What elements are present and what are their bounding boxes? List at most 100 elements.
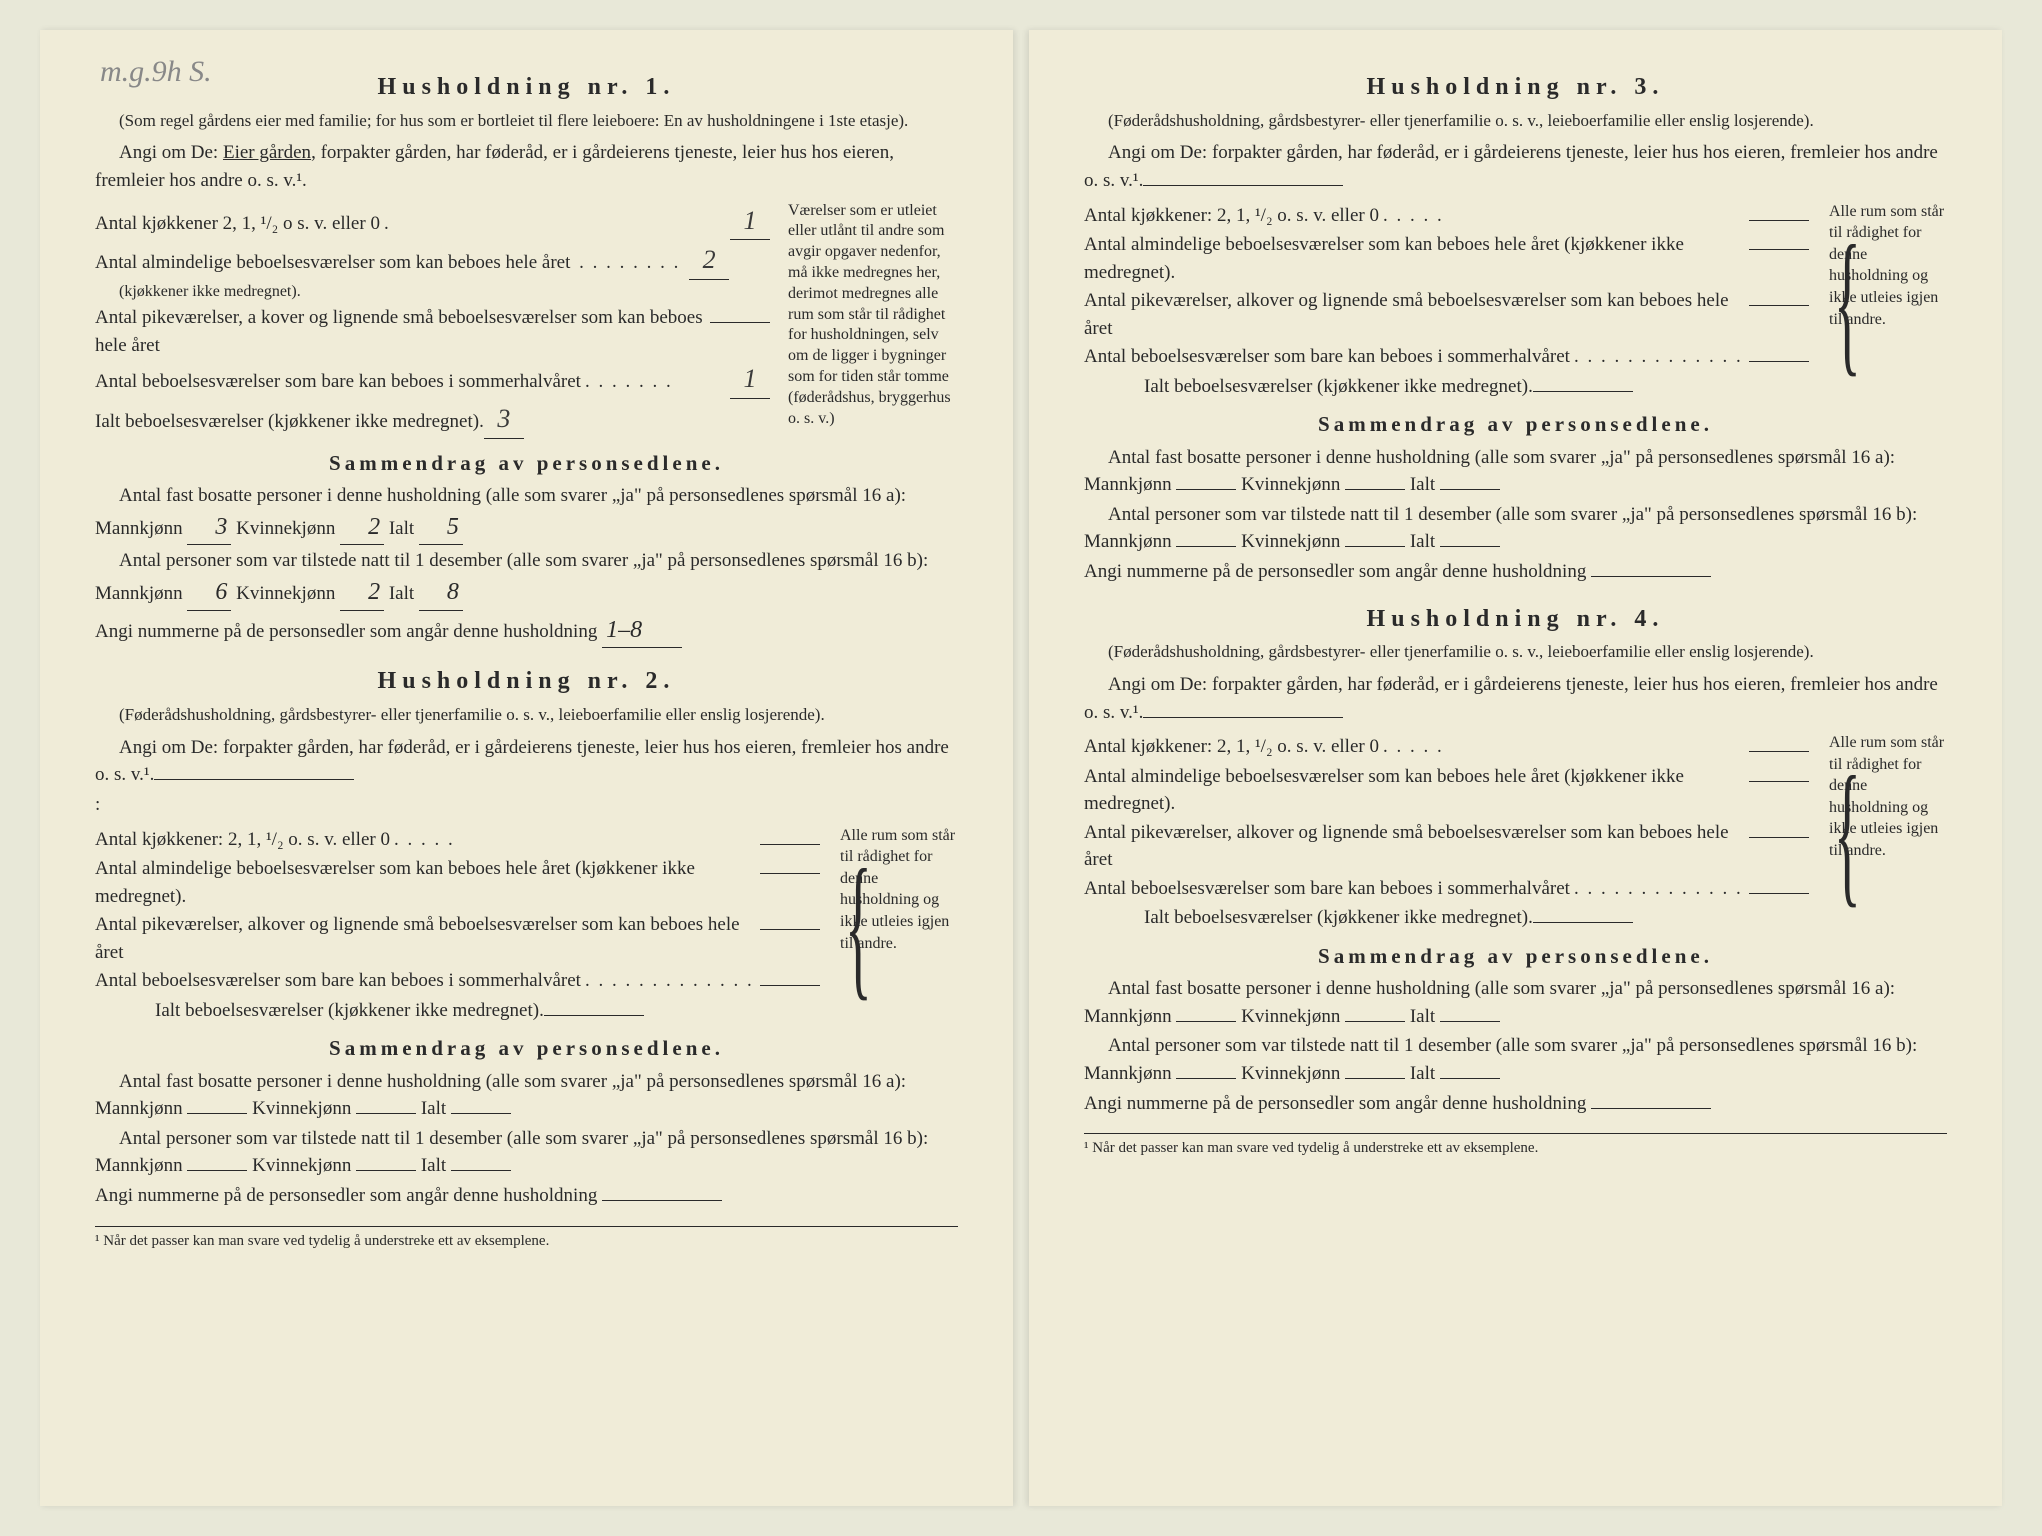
ialt-value: 3 bbox=[484, 400, 524, 439]
household-4-subtitle: (Føderådshusholdning, gårdsbestyrer- ell… bbox=[1084, 640, 1947, 665]
sammendrag-3-title: Sammendrag av personsedlene. bbox=[1084, 409, 1947, 439]
brace-icon bbox=[820, 825, 832, 1026]
blank bbox=[1176, 489, 1236, 490]
pikevaer-label-4: Antal pikeværelser, alkover og lignende … bbox=[1084, 819, 1741, 874]
tilstede-3: Antal personer som var tilstede natt til… bbox=[1084, 501, 1947, 556]
row-ialt-4: Ialt beboelsesværelser (kjøkkener ikke m… bbox=[1144, 904, 1809, 932]
blank bbox=[1440, 546, 1500, 547]
angi-blank-3 bbox=[1143, 185, 1343, 186]
angi-prefix: Angi om De: bbox=[119, 142, 223, 163]
pikevaer-label-3: Antal pikeværelser, alkover og lignende … bbox=[1084, 287, 1741, 342]
blank bbox=[1591, 1108, 1711, 1109]
blank bbox=[1749, 305, 1809, 306]
household-1-fields: Antal kjøkkener 2, 1, ¹/₂ o s. v. eller … bbox=[95, 201, 958, 440]
blank bbox=[1749, 361, 1809, 362]
ialt-label-inline: Ialt bbox=[389, 518, 414, 539]
ialt-label-2c: Ialt bbox=[421, 1155, 446, 1176]
tilstede-k: 2 bbox=[340, 575, 384, 611]
kvinne-label-4c: Kvinnekjønn bbox=[1241, 1063, 1340, 1084]
ialt-label-2b: Ialt bbox=[421, 1098, 446, 1119]
blank bbox=[760, 985, 820, 986]
pikevaer-label: Antal pikeværelser, a kover og lignende … bbox=[95, 304, 710, 359]
bosatte-1: Antal fast bosatte personer i denne hush… bbox=[95, 482, 958, 545]
bosatte-m: 3 bbox=[187, 510, 231, 546]
blank bbox=[1345, 546, 1405, 547]
household-1-main-col: Antal kjøkkener 2, 1, ¹/₂ o s. v. eller … bbox=[95, 201, 770, 440]
angi-blank-2 bbox=[154, 779, 354, 780]
handwritten-annotation: m.g.9h S. bbox=[100, 50, 212, 94]
row-kjokken: Antal kjøkkener 2, 1, ¹/₂ o s. v. eller … bbox=[95, 202, 770, 241]
right-page: Husholdning nr. 3. (Føderådshusholdning,… bbox=[1029, 30, 2002, 1506]
blank bbox=[1176, 1021, 1236, 1022]
nummerne-2: Angi nummerne på de personsedler som ang… bbox=[95, 1182, 958, 1210]
household-3-fields: Antal kjøkkener: 2, 1, ¹/₂ o. s. v. elle… bbox=[1084, 201, 1947, 402]
blank bbox=[760, 844, 820, 845]
sommer-label-3: Antal beboelsesværelser som bare kan beb… bbox=[1084, 343, 1570, 371]
household-2-title: Husholdning nr. 2. bbox=[95, 664, 958, 699]
row-almindelige-3: Antal almindelige beboelsesværelser som … bbox=[1084, 231, 1809, 286]
household-2-angi: Angi om De: forpakter gården, har føderå… bbox=[95, 734, 958, 789]
blank bbox=[1440, 489, 1500, 490]
dots: . . . . . bbox=[1383, 733, 1745, 762]
tilstede-text-2: Antal personer som var tilstede natt til… bbox=[95, 1128, 928, 1177]
tilstede-2: Antal personer som var tilstede natt til… bbox=[95, 1125, 958, 1180]
blank bbox=[1533, 391, 1633, 392]
ialt-label: Ialt beboelsesværelser (kjøkkener ikke m… bbox=[95, 408, 484, 436]
ialt-label-2: Ialt beboelsesværelser (kjøkkener ikke m… bbox=[155, 997, 544, 1025]
angi-underlined: Eier gården bbox=[223, 142, 311, 163]
household-2: Husholdning nr. 2. (Føderådshusholdning,… bbox=[95, 664, 958, 1209]
nummerne-text-3: Angi nummerne på de personsedler som ang… bbox=[1084, 561, 1586, 582]
pikevaer-label-2: Antal pikeværelser, alkover og lignende … bbox=[95, 911, 752, 966]
row-sommer: Antal beboelsesværelser som bare kan beb… bbox=[95, 360, 770, 399]
nummerne-4: Angi nummerne på de personsedler som ang… bbox=[1084, 1090, 1947, 1118]
blank bbox=[1345, 1078, 1405, 1079]
household-4-sidenote: Alle rum som står til rådighet for denne… bbox=[1817, 732, 1947, 933]
bosatte-3: Antal fast bosatte personer i denne hush… bbox=[1084, 444, 1947, 499]
dots: . . . . . bbox=[394, 826, 756, 855]
blank bbox=[602, 1200, 722, 1201]
footnote-right: ¹ Når det passer kan man svare ved tydel… bbox=[1084, 1133, 1947, 1160]
sommer-label: Antal beboelsesværelser som bare kan beb… bbox=[95, 368, 581, 396]
sammendrag-4-title: Sammendrag av personsedlene. bbox=[1084, 941, 1947, 971]
nummerne-text-4: Angi nummerne på de personsedler som ang… bbox=[1084, 1093, 1586, 1114]
household-4: Husholdning nr. 4. (Føderådshusholdning,… bbox=[1084, 602, 1947, 1118]
ialt-label-3: Ialt beboelsesværelser (kjøkkener ikke m… bbox=[1144, 373, 1533, 401]
ialt-label-4: Ialt beboelsesværelser (kjøkkener ikke m… bbox=[1144, 904, 1533, 932]
kvinne-label: Kvinnekjønn bbox=[236, 518, 335, 539]
blank bbox=[187, 1170, 247, 1171]
tilstede-m: 6 bbox=[187, 575, 231, 611]
household-1: Husholdning nr. 1. (Som regel gårdens ei… bbox=[95, 70, 958, 648]
almindelige-value: 2 bbox=[689, 241, 729, 280]
ialt-label-3c: Ialt bbox=[1410, 531, 1435, 552]
household-4-angi: Angi om De: forpakter gården, har føderå… bbox=[1084, 671, 1947, 726]
blank bbox=[760, 873, 820, 874]
kjokken-label-3: Antal kjøkkener: 2, 1, ¹/₂ o. s. v. elle… bbox=[1084, 202, 1379, 230]
row-almindelige-2: Antal almindelige beboelsesværelser som … bbox=[95, 855, 820, 910]
row-ialt: Ialt beboelsesværelser (kjøkkener ikke m… bbox=[95, 400, 770, 439]
bosatte-k: 2 bbox=[340, 510, 384, 546]
dots: . . . . . . . . . . . . . . . . bbox=[1574, 875, 1745, 904]
dots: . . . . . . . . . . . . . . . . bbox=[585, 967, 756, 996]
bosatte-4: Antal fast bosatte personer i denne hush… bbox=[1084, 975, 1947, 1030]
kjokken-label-2: Antal kjøkkener: 2, 1, ¹/₂ o. s. v. elle… bbox=[95, 826, 390, 854]
row-kjokken-2: Antal kjøkkener: 2, 1, ¹/₂ o. s. v. elle… bbox=[95, 826, 820, 855]
almindelige-sub: (kjøkkener ikke medregnet). bbox=[119, 280, 770, 303]
blank bbox=[356, 1170, 416, 1171]
nummerne-1: Angi nummerne på de personsedler som ang… bbox=[95, 613, 958, 649]
tilstede-text-4: Antal personer som var tilstede natt til… bbox=[1084, 1035, 1917, 1084]
blank bbox=[356, 1113, 416, 1114]
row-ialt-2: Ialt beboelsesværelser (kjøkkener ikke m… bbox=[155, 997, 820, 1025]
ialt-label-4c: Ialt bbox=[1410, 1063, 1435, 1084]
ialt-label-4b: Ialt bbox=[1410, 1006, 1435, 1027]
household-4-fields: Antal kjøkkener: 2, 1, ¹/₂ o. s. v. elle… bbox=[1084, 732, 1947, 933]
almindelige-label-4: Antal almindelige beboelsesværelser som … bbox=[1084, 763, 1741, 818]
sommer-value: 1 bbox=[730, 360, 770, 399]
bosatte-2: Antal fast bosatte personer i denne hush… bbox=[95, 1068, 958, 1123]
row-almindelige: Antal almindelige beboelsesværelser som … bbox=[95, 241, 770, 303]
angi-text-4: Angi om De: forpakter gården, har føderå… bbox=[1084, 674, 1938, 723]
household-2-sidenote: Alle rum som står til rådighet for denne… bbox=[828, 825, 958, 1026]
angi-blank-4 bbox=[1143, 717, 1343, 718]
ialt-label-3b: Ialt bbox=[1410, 474, 1435, 495]
angi-text-2: Angi om De: forpakter gården, har føderå… bbox=[95, 737, 949, 786]
household-3-main-col: Antal kjøkkener: 2, 1, ¹/₂ o. s. v. elle… bbox=[1084, 201, 1809, 402]
